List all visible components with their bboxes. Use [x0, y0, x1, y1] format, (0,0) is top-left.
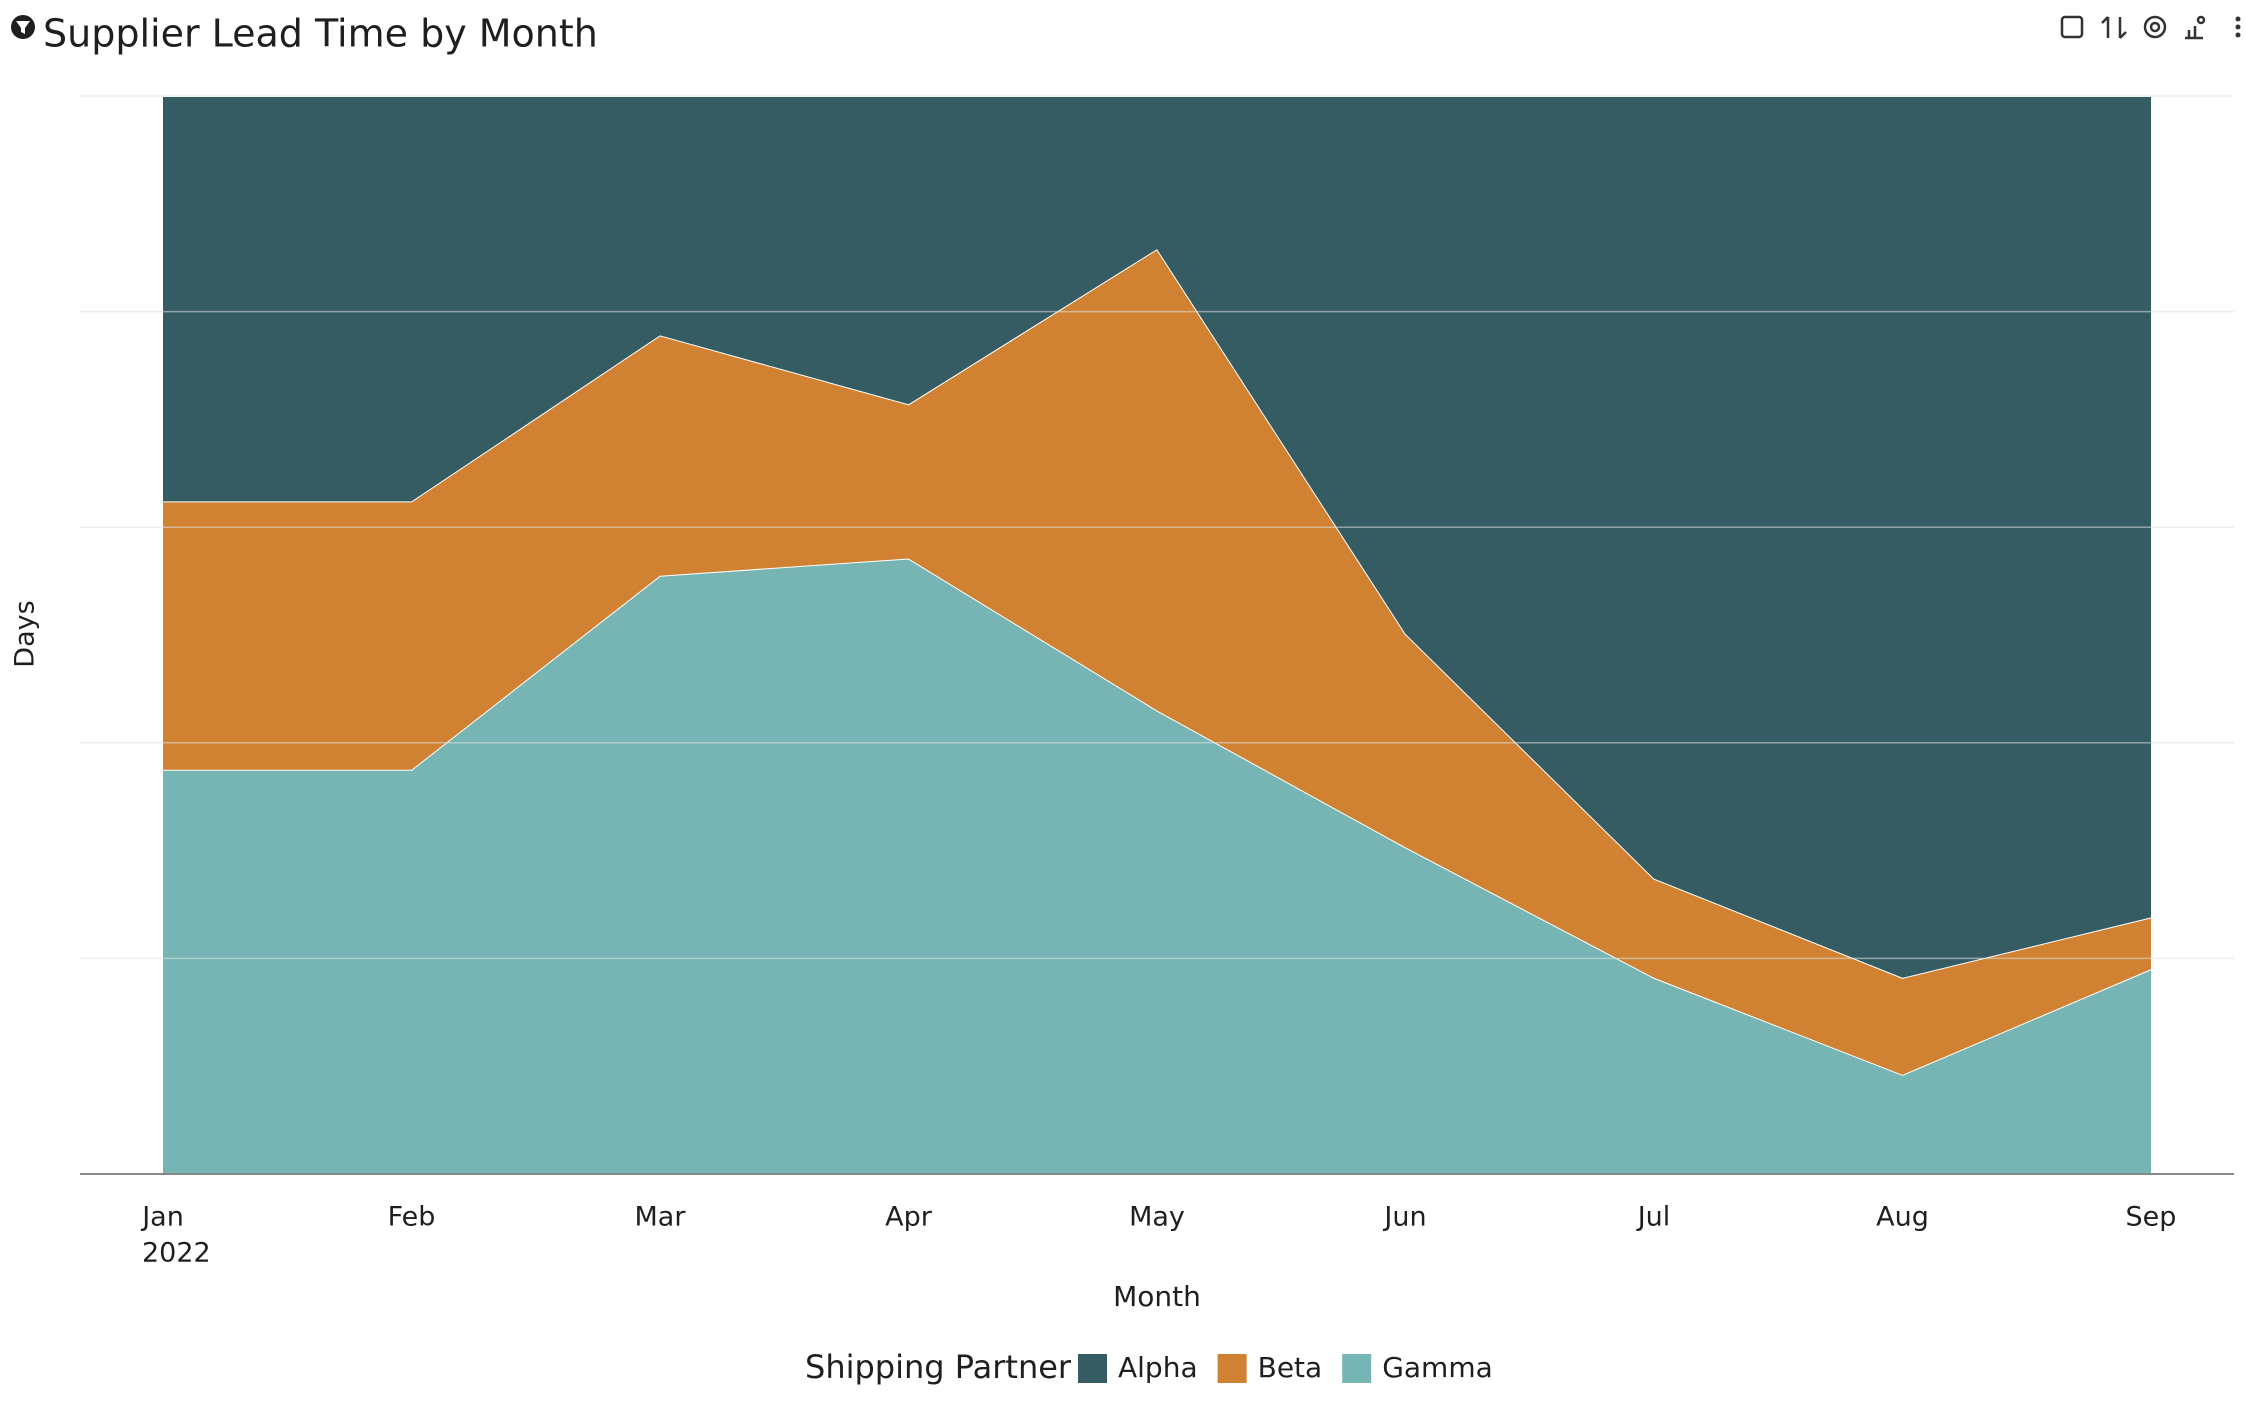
x-tick-label: Sep — [2126, 1202, 2177, 1233]
x-tick-label: Jun — [1382, 1202, 1426, 1233]
menu-dot — [2235, 24, 2241, 30]
legend-title: Shipping Partner — [805, 1348, 1072, 1386]
toolbar-icon-inner — [2196, 15, 2206, 25]
toolbar-icon[interactable] — [2101, 16, 2127, 39]
legend-swatch — [1217, 1354, 1247, 1383]
x-tick-label: Jul — [1636, 1202, 1671, 1233]
legend-label: Alpha — [1118, 1351, 1198, 1384]
legend: Alpha Beta Gamma — [1078, 1351, 1493, 1384]
x-year-label: 2022 — [142, 1238, 211, 1269]
area-fill — [163, 96, 2151, 978]
legend-swatch — [1342, 1354, 1372, 1383]
toolbar-icon[interactable] — [2143, 15, 2167, 39]
menu-dot — [2235, 16, 2241, 22]
toolbar-icon-inner — [2149, 21, 2161, 33]
area-fill — [163, 249, 2151, 1075]
y-axis-title: Days — [10, 600, 41, 667]
x-tick-label: May — [1129, 1202, 1185, 1233]
toolbar-icon[interactable] — [2185, 26, 2203, 40]
area-fill — [163, 558, 2151, 1174]
x-tick-label: Feb — [388, 1202, 436, 1233]
x-axis-title: Month — [1113, 1280, 1201, 1313]
x-tick-label: Aug — [1876, 1202, 1929, 1233]
x-tick-label: Mar — [635, 1202, 687, 1233]
toolbar-icon[interactable] — [2060, 15, 2084, 39]
x-tick-label: Apr — [885, 1202, 933, 1233]
legend-label: Beta — [1258, 1351, 1323, 1384]
legend-label: Gamma — [1382, 1351, 1493, 1384]
toolbar — [2060, 15, 2206, 40]
more-menu[interactable] — [2235, 16, 2241, 38]
menu-dot — [2235, 32, 2241, 38]
areas — [163, 95, 2152, 1174]
filter-icon-glyph — [16, 21, 30, 34]
x-tick-label: Jan — [140, 1202, 184, 1233]
chart-title: Supplier Lead Time by Month — [43, 12, 598, 56]
legend-swatch — [1078, 1354, 1107, 1383]
filter-icon[interactable] — [11, 15, 35, 39]
